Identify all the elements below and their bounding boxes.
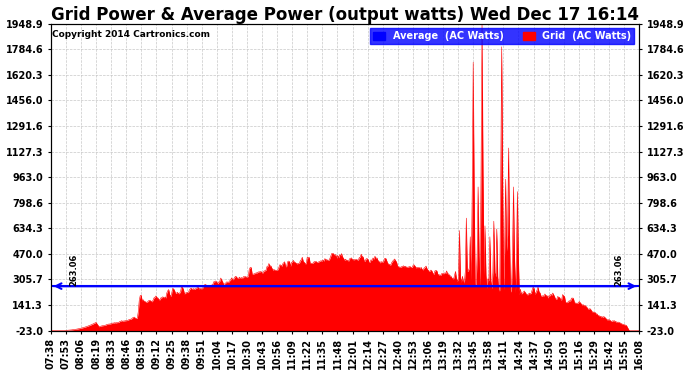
Text: 263.06: 263.06: [614, 254, 623, 286]
Title: Grid Power & Average Power (output watts) Wed Dec 17 16:14: Grid Power & Average Power (output watts…: [51, 6, 639, 24]
Text: 263.06: 263.06: [70, 254, 79, 286]
Text: Copyright 2014 Cartronics.com: Copyright 2014 Cartronics.com: [52, 30, 210, 39]
Legend: Average  (AC Watts), Grid  (AC Watts): Average (AC Watts), Grid (AC Watts): [370, 28, 634, 44]
